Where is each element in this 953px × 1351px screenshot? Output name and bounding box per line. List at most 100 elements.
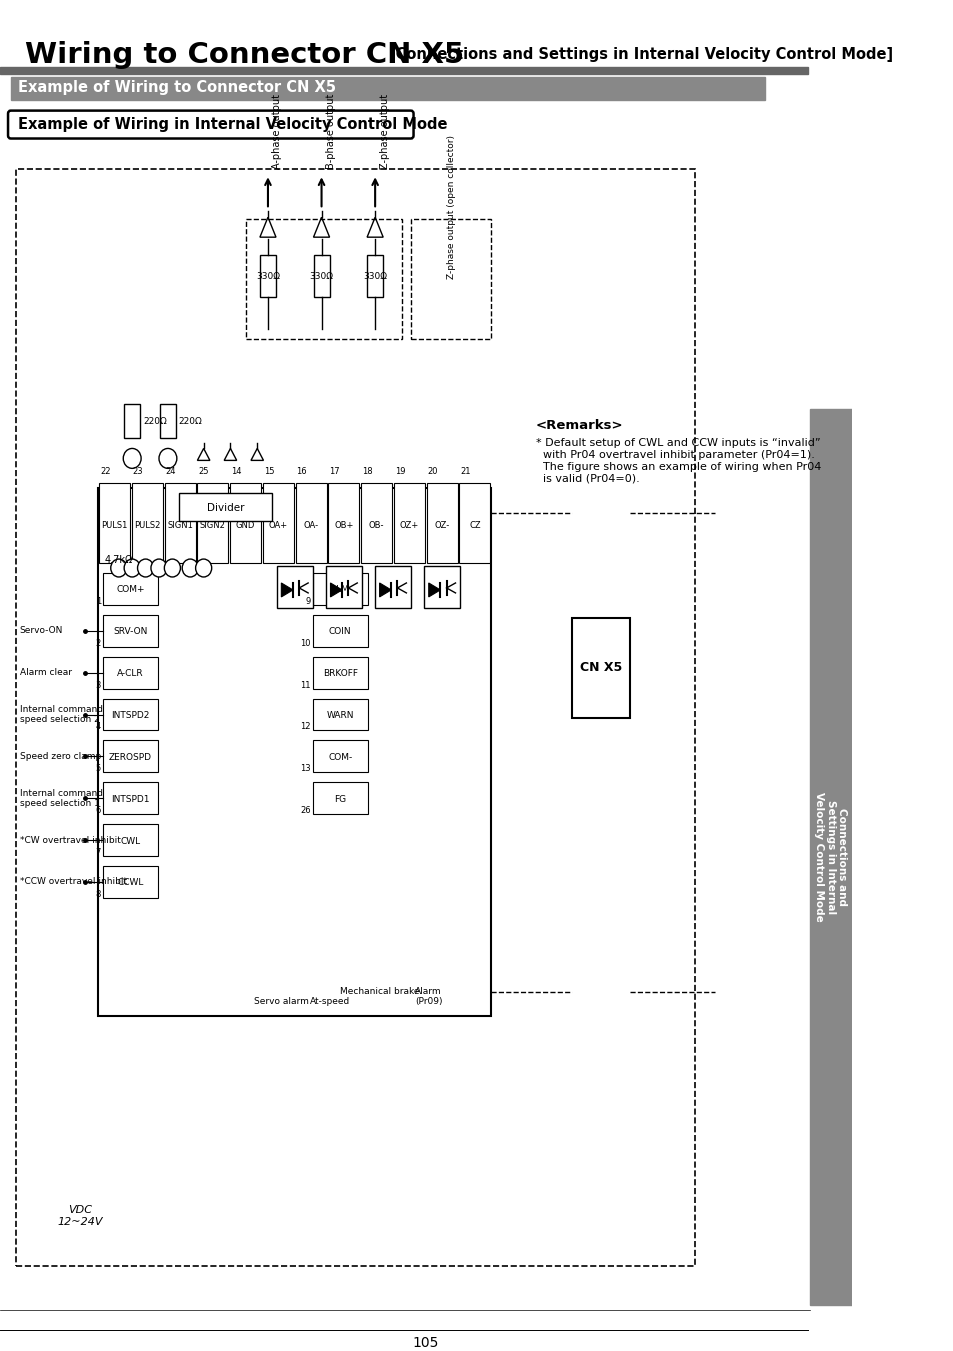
Bar (103, 824, 158, 857)
Bar (99, 484, 130, 563)
Text: Mechanical brake: Mechanical brake (339, 986, 419, 996)
Text: 15: 15 (264, 467, 274, 477)
Circle shape (123, 449, 141, 469)
Bar (245, 219, 401, 339)
Text: COM-: COM- (328, 753, 352, 762)
Polygon shape (428, 584, 440, 597)
Bar (103, 866, 158, 898)
Text: A-phase output: A-phase output (273, 95, 282, 169)
Text: *CCW overtravel inhibit: *CCW overtravel inhibit (20, 877, 127, 886)
Text: Wiring to Connector CN X5: Wiring to Connector CN X5 (25, 41, 464, 69)
Text: CN X5: CN X5 (578, 661, 621, 674)
Text: Alarm clear: Alarm clear (20, 669, 71, 677)
Text: VDC
12~24V: VDC 12~24V (57, 1205, 103, 1227)
Bar (103, 698, 158, 731)
Bar (263, 484, 294, 563)
Text: A-CLR: A-CLR (117, 669, 144, 678)
Text: Divider: Divider (207, 503, 244, 513)
Text: 22: 22 (100, 467, 111, 477)
Text: CZ: CZ (469, 520, 480, 530)
Text: Z-phase output (open collector): Z-phase output (open collector) (446, 135, 456, 280)
Text: 7: 7 (95, 848, 101, 857)
Text: 9: 9 (305, 597, 311, 605)
Text: 330Ω: 330Ω (255, 272, 279, 281)
Text: 26: 26 (300, 807, 311, 815)
Text: *CW overtravel inhibit: *CW overtravel inhibit (20, 835, 120, 844)
Text: ALM: ALM (331, 585, 350, 594)
Text: OZ-: OZ- (434, 520, 449, 530)
Polygon shape (251, 449, 263, 461)
Text: 5: 5 (95, 765, 101, 773)
Text: 17: 17 (329, 467, 339, 477)
FancyBboxPatch shape (8, 111, 413, 139)
Text: 220Ω: 220Ω (143, 417, 167, 426)
Text: 18: 18 (361, 467, 373, 477)
Bar (160, 404, 175, 439)
Bar (295, 484, 326, 563)
Text: OA-: OA- (303, 520, 318, 530)
Text: 330Ω: 330Ω (363, 272, 387, 281)
Text: 13: 13 (300, 765, 311, 773)
Bar (426, 484, 457, 563)
Bar (98, 488, 491, 1016)
Text: FG: FG (334, 794, 346, 804)
Bar (326, 566, 361, 608)
Text: PULS1: PULS1 (101, 520, 128, 530)
Text: 11: 11 (300, 681, 311, 689)
Circle shape (137, 559, 153, 577)
Bar (103, 740, 158, 773)
Text: Internal command
speed selection 1: Internal command speed selection 1 (20, 789, 103, 808)
Text: 23: 23 (132, 467, 143, 477)
Text: GND: GND (235, 520, 255, 530)
Text: OB+: OB+ (334, 520, 354, 530)
Circle shape (111, 559, 127, 577)
Text: 16: 16 (296, 467, 307, 477)
Bar (165, 484, 195, 563)
Text: 3: 3 (95, 681, 101, 689)
Circle shape (159, 449, 176, 469)
Bar (230, 484, 261, 563)
Bar (0, 66, 807, 74)
Text: ZEROSPD: ZEROSPD (109, 753, 152, 762)
Polygon shape (281, 584, 293, 597)
Text: PULS2: PULS2 (134, 520, 160, 530)
Bar (16, 169, 694, 1266)
Text: BRKOFF: BRKOFF (322, 669, 357, 678)
Text: 105: 105 (413, 1336, 438, 1350)
Text: SRV-ON: SRV-ON (113, 627, 148, 636)
Text: Alarm
(Pr09): Alarm (Pr09) (415, 986, 442, 1006)
Text: 330Ω: 330Ω (309, 272, 334, 281)
Text: <Remarks>: <Remarks> (536, 419, 623, 431)
Text: 8: 8 (95, 890, 101, 898)
Polygon shape (379, 584, 391, 597)
Text: 2: 2 (95, 639, 101, 647)
Text: Example of Wiring to Connector CN X5: Example of Wiring to Connector CN X5 (18, 80, 335, 95)
Circle shape (164, 559, 180, 577)
Bar (367, 255, 383, 297)
Bar (809, 408, 851, 1305)
Text: 25: 25 (198, 467, 209, 477)
Text: INTSPD1: INTSPD1 (112, 794, 150, 804)
Bar (124, 404, 140, 439)
Text: 6: 6 (95, 807, 101, 815)
Bar (313, 657, 368, 689)
Text: 19: 19 (395, 467, 405, 477)
Bar (375, 566, 411, 608)
Text: INTSPD2: INTSPD2 (112, 711, 150, 720)
Text: Example of Wiring in Internal Velocity Control Mode: Example of Wiring in Internal Velocity C… (18, 118, 447, 132)
Text: SIGN2: SIGN2 (200, 520, 226, 530)
Bar (394, 484, 424, 563)
Text: Z-phase output: Z-phase output (379, 95, 389, 169)
Bar (313, 698, 368, 731)
Text: [Connections and Settings in Internal Velocity Control Mode]: [Connections and Settings in Internal Ve… (388, 47, 892, 62)
Polygon shape (197, 449, 210, 461)
Text: CWL: CWL (120, 836, 140, 846)
Bar (178, 493, 273, 521)
Text: 1: 1 (95, 597, 101, 605)
Polygon shape (330, 584, 342, 597)
Circle shape (195, 559, 212, 577)
Bar (259, 255, 275, 297)
Bar (314, 255, 329, 297)
Bar (313, 740, 368, 773)
Text: CCWL: CCWL (117, 878, 144, 888)
